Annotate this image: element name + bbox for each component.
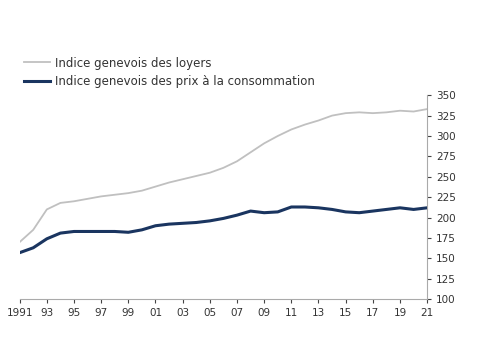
Legend: Indice genevois des loyers, Indice genevois des prix à la consommation: Indice genevois des loyers, Indice genev… [20, 52, 320, 93]
